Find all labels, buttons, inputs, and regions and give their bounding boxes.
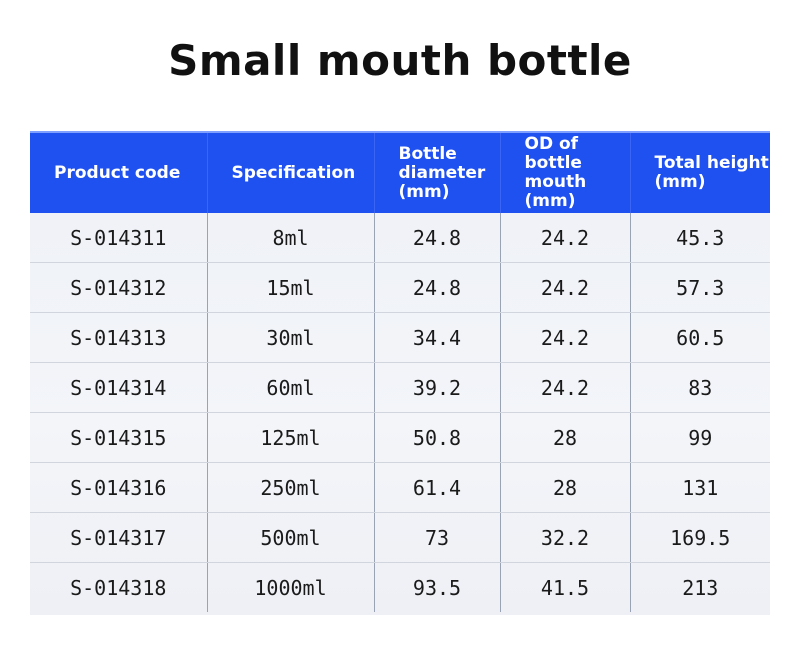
cell-od-mouth: 24.2 xyxy=(499,213,630,263)
header-od-bottle-mouth: OD of bottle mouth (mm) xyxy=(499,131,630,213)
table-row: S-014316 250ml 61.4 28 131 xyxy=(30,462,770,513)
cell-total-height: 169.5 xyxy=(629,512,770,563)
cell-bottle-diameter: 61.4 xyxy=(373,462,500,513)
header-label: Bottle diameter (mm) xyxy=(398,143,486,202)
table-row: S-014314 60ml 39.2 24.2 83 xyxy=(30,362,770,413)
header-total-height: Total height (mm) xyxy=(629,131,770,213)
cell-total-height: 57.3 xyxy=(629,262,770,313)
cell-total-height: 45.3 xyxy=(629,213,770,263)
cell-product-code: S-014318 xyxy=(70,575,167,600)
cell-total-height: 131 xyxy=(629,462,770,513)
cell-total-height: 60.5 xyxy=(629,312,770,363)
cell-od-mouth: 24.2 xyxy=(499,312,630,363)
table-row: S-014318 1000ml 93.5 41.5 213 xyxy=(30,562,770,612)
cell-bottle-diameter: 93.5 xyxy=(373,562,500,612)
header-label: Total height (mm) xyxy=(654,153,769,192)
cell-specification: 8ml xyxy=(206,213,374,263)
cell-bottle-diameter: 24.8 xyxy=(373,213,500,263)
cell-specification: 250ml xyxy=(206,462,374,513)
cell-od-mouth: 41.5 xyxy=(499,562,630,612)
cell-product-code: S-014314 xyxy=(30,362,207,413)
cell-bottle-diameter: 34.4 xyxy=(373,312,500,363)
header-label: Product code xyxy=(54,162,181,183)
cell-total-height: 83 xyxy=(629,362,770,413)
table-row: S-014312 15ml 24.8 24.2 57.3 xyxy=(30,262,770,313)
table-header-row: Product code Specification Bottle diamet… xyxy=(30,131,770,213)
header-specification: Specification xyxy=(206,131,374,213)
cell-od-mouth: 28 xyxy=(499,412,630,463)
cell-product-code: S-014312 xyxy=(30,262,207,313)
table-row: S-014315 125ml 50.8 28 99 xyxy=(30,412,770,463)
cell-specification: 15ml xyxy=(206,262,374,313)
cell-bottle-diameter: 24.8 xyxy=(373,262,500,313)
cell-specification: 60ml xyxy=(206,362,374,413)
cell-product-code: S-014313 xyxy=(30,312,207,363)
header-label: OD of bottle mouth (mm) xyxy=(524,134,587,211)
cell-product-code: S-014316 xyxy=(30,462,207,513)
spec-table: Product code Specification Bottle diamet… xyxy=(30,131,770,612)
cell-od-mouth: 24.2 xyxy=(499,262,630,313)
header-label: Specification xyxy=(231,162,356,183)
cell-specification: 30ml xyxy=(206,312,374,363)
cell-bottle-diameter: 73 xyxy=(373,512,500,563)
cell-od-mouth: 24.2 xyxy=(499,362,630,413)
cell-od-mouth: 28 xyxy=(499,462,630,513)
cell-specification: 1000ml xyxy=(206,562,374,612)
table-row: S-014311 8ml 24.8 24.2 45.3 xyxy=(30,213,770,263)
spec-table-container: Product code Specification Bottle diamet… xyxy=(30,131,770,615)
table-row: S-014317 500ml 73 32.2 169.5 xyxy=(30,512,770,563)
cell-total-height: 213 xyxy=(629,562,770,612)
cell-od-mouth: 32.2 xyxy=(499,512,630,563)
cell-bottle-diameter: 50.8 xyxy=(373,412,500,463)
cell-product-code: S-014317 xyxy=(30,512,207,563)
page-title: Small mouth bottle xyxy=(168,36,632,85)
header-bottle-diameter: Bottle diameter (mm) xyxy=(373,131,500,213)
cell-specification: 500ml xyxy=(206,512,374,563)
cell-specification: 125ml xyxy=(206,412,374,463)
cell-total-height: 99 xyxy=(629,412,770,463)
header-product-code: Product code xyxy=(30,131,207,213)
cell-bottle-diameter: 39.2 xyxy=(373,362,500,413)
table-row: S-014313 30ml 34.4 24.2 60.5 xyxy=(30,312,770,363)
cell-product-code: S-014315 xyxy=(30,412,207,463)
cell-product-code: S-014311 xyxy=(30,213,207,263)
